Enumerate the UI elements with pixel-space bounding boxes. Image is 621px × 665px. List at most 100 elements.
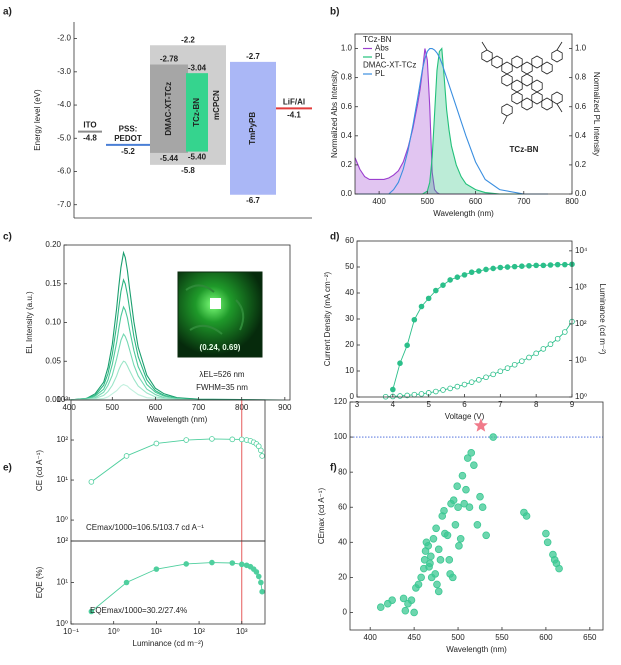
marker bbox=[562, 261, 568, 268]
y-tick-label: 0 bbox=[350, 392, 355, 401]
y-tick-label: 0.10 bbox=[45, 318, 61, 327]
marker bbox=[390, 386, 396, 393]
y-tick-label: 0.8 bbox=[341, 73, 353, 82]
y2-tick-label: 0.2 bbox=[575, 160, 587, 169]
layer-name: ITO bbox=[83, 121, 96, 130]
marker bbox=[440, 506, 448, 515]
marker bbox=[434, 545, 443, 554]
area bbox=[355, 48, 548, 194]
marker bbox=[526, 262, 532, 269]
x-tick-label: 10² bbox=[193, 627, 205, 636]
layer-bar bbox=[230, 61, 276, 195]
marker bbox=[397, 360, 403, 367]
marker bbox=[555, 564, 563, 573]
level-label: -5.8 bbox=[181, 166, 195, 175]
y-axis-title: CEmax (cd A⁻¹) bbox=[317, 488, 326, 545]
marker bbox=[411, 316, 418, 323]
y-tick-label: 0.2 bbox=[341, 160, 353, 169]
line bbox=[69, 278, 285, 401]
y-tick-label: 100 bbox=[334, 432, 348, 441]
marker bbox=[468, 269, 475, 276]
molecule-ring bbox=[511, 55, 523, 69]
x-tick-label: 400 bbox=[372, 197, 386, 206]
marker bbox=[547, 341, 554, 348]
annotation: FWHM=35 nm bbox=[196, 383, 248, 392]
device-photo bbox=[177, 271, 263, 358]
y-tick-label: 10 bbox=[345, 366, 354, 375]
photo-pixel bbox=[210, 298, 221, 309]
annotation: CEmax/1000=106.5/103.7 cd A⁻¹ bbox=[86, 523, 204, 532]
y-tick-label: 0.4 bbox=[341, 131, 353, 140]
marker bbox=[238, 436, 245, 443]
y-tick-label: 0.0 bbox=[341, 189, 353, 198]
marker bbox=[533, 262, 539, 269]
marker bbox=[526, 354, 532, 361]
marker bbox=[460, 499, 469, 508]
y2-tick-label: 10¹ bbox=[575, 356, 587, 365]
y-tick-label: 0.05 bbox=[45, 356, 61, 365]
y-axis-title: Current Density (mA cm⁻²) bbox=[323, 271, 332, 366]
panel-letter: f) bbox=[330, 463, 337, 474]
level-label: -2.7 bbox=[246, 52, 260, 61]
y-axis-title: EQE (%) bbox=[35, 566, 44, 598]
y-tick-label: -6.0 bbox=[57, 167, 71, 176]
marker bbox=[436, 556, 445, 564]
molecule-ring bbox=[481, 49, 493, 63]
level-label: -3.04 bbox=[188, 63, 207, 72]
y-axis-title: CE (cd A⁻¹) bbox=[35, 450, 44, 491]
x-tick-label: 3 bbox=[355, 400, 360, 409]
x-tick-label: 550 bbox=[495, 633, 509, 642]
panel-letter: a) bbox=[3, 7, 12, 18]
marker bbox=[418, 391, 425, 397]
x-tick-label: 6 bbox=[462, 400, 467, 409]
y2-tick-label: 0.8 bbox=[575, 73, 587, 82]
level-label: -4.1 bbox=[287, 110, 301, 119]
legend-label: Abs bbox=[375, 44, 389, 53]
marker bbox=[454, 274, 461, 281]
marker bbox=[209, 559, 215, 566]
marker bbox=[483, 266, 489, 273]
marker bbox=[451, 520, 460, 529]
marker bbox=[427, 552, 435, 561]
level-label: -2.2 bbox=[181, 35, 195, 44]
y-tick-label: 10¹ bbox=[56, 578, 68, 587]
line bbox=[69, 333, 285, 401]
marker bbox=[461, 272, 468, 278]
x-tick-label: 9 bbox=[570, 400, 575, 409]
x-tick-label: 800 bbox=[565, 197, 579, 206]
marker bbox=[454, 383, 461, 390]
marker bbox=[418, 303, 425, 310]
marker bbox=[476, 492, 484, 501]
marker bbox=[547, 262, 554, 268]
marker bbox=[454, 503, 462, 512]
x-tick-label: 600 bbox=[149, 403, 163, 412]
marker bbox=[453, 482, 461, 490]
x-tick-label: 7 bbox=[498, 400, 503, 409]
marker bbox=[209, 436, 215, 442]
y-tick-label: -5.0 bbox=[57, 133, 71, 142]
y2-axis-title: Luminance (cd m⁻²) bbox=[598, 284, 607, 355]
marker bbox=[445, 556, 454, 564]
y-tick-label: 60 bbox=[345, 236, 354, 245]
marker bbox=[456, 534, 465, 543]
y-axis-title: Normalized Abs Intensity bbox=[330, 70, 339, 158]
y-tick-label: 0.00 bbox=[45, 395, 61, 404]
panel-letter: d) bbox=[330, 232, 339, 243]
marker bbox=[410, 608, 418, 617]
molecule-ring bbox=[521, 73, 533, 87]
marker bbox=[483, 374, 489, 381]
marker bbox=[448, 573, 457, 582]
y-tick-label: 10¹ bbox=[56, 475, 68, 484]
marker bbox=[447, 385, 453, 392]
molecule-ring bbox=[541, 61, 553, 75]
marker bbox=[431, 570, 440, 578]
layer-name: mCPCN bbox=[212, 90, 221, 120]
x-tick-label: 500 bbox=[421, 197, 435, 206]
marker bbox=[123, 579, 130, 586]
marker bbox=[88, 479, 95, 485]
marker bbox=[183, 561, 190, 567]
marker bbox=[562, 329, 568, 335]
molecule-ring bbox=[531, 55, 543, 69]
legend-group: DMAC-XT-TCz bbox=[363, 61, 416, 70]
x-tick-label: 600 bbox=[469, 197, 483, 206]
